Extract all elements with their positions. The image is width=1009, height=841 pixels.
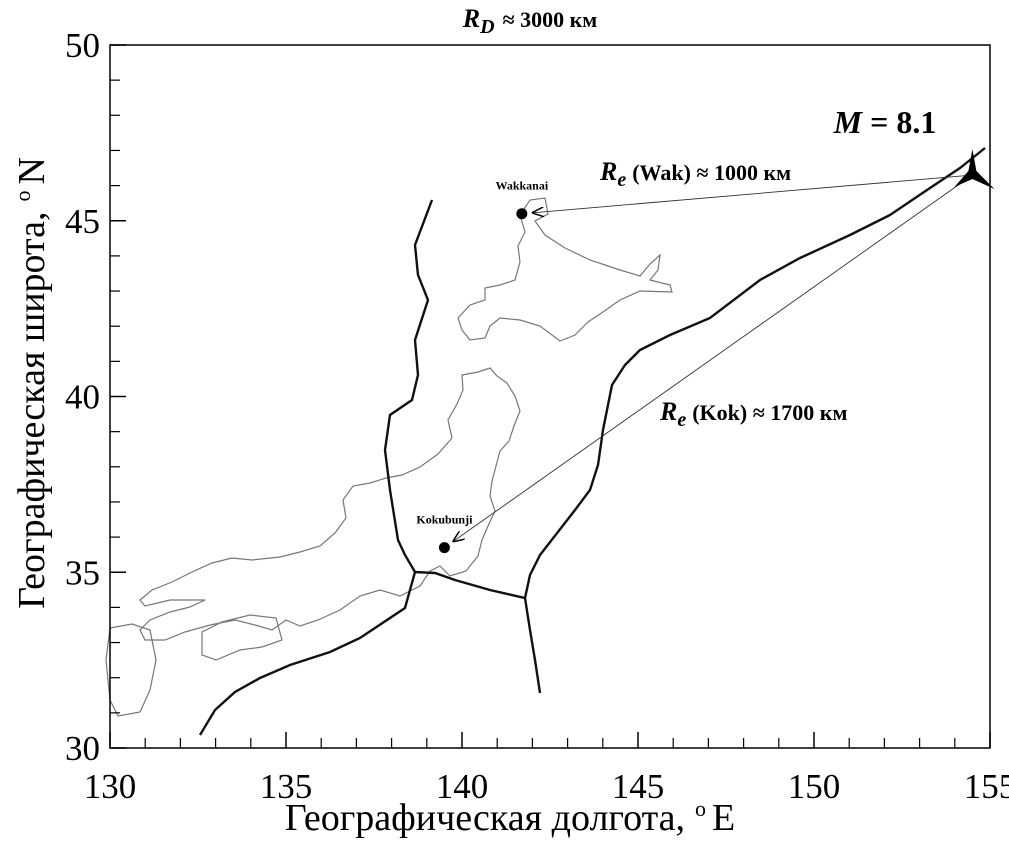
distance-label: Re (Kok) ≈ 1700 км: [659, 397, 847, 431]
honshu: [139, 367, 521, 641]
shikoku: [201, 614, 283, 661]
plate-boundaries: [198, 147, 986, 736]
y-axis-label-unit: N: [11, 157, 53, 184]
y-axis-label-degree: o: [10, 191, 35, 202]
x-axis-label-degree: o: [695, 796, 706, 821]
plot-frame: [109, 44, 991, 749]
chart-title: RD ≈ 3000 км: [462, 4, 598, 38]
kyushu: [105, 623, 157, 717]
epicenter: [954, 149, 995, 190]
y-tick-label: 35: [65, 553, 100, 592]
annotation-subscript: e: [677, 409, 686, 431]
x-tick-label: 150: [788, 767, 841, 806]
x-tick-label: 130: [84, 767, 137, 806]
y-tick-label: 40: [65, 378, 100, 417]
annotation-text: = 8.1: [870, 104, 936, 140]
annotation-text: (Wak) ≈ 1000 км: [632, 160, 791, 185]
station: [516, 208, 528, 220]
annotation-symbol: M: [833, 104, 864, 140]
y-tick-label: 30: [65, 729, 100, 768]
title-symbol: R: [462, 4, 480, 33]
y-tick-label: 50: [65, 26, 100, 65]
station: [438, 542, 450, 554]
x-tick-label: 140: [436, 767, 489, 806]
y-axis-label-text: Географическая широта,: [11, 212, 53, 609]
trench: [198, 147, 986, 736]
x-tick-label: 145: [612, 767, 665, 806]
annotation-symbol: R: [599, 157, 617, 186]
x-axis-label-unit: E: [712, 797, 735, 839]
x-axis-label-text: Географическая долгота,: [285, 797, 685, 839]
y-tick-label: 45: [65, 202, 100, 241]
hokkaido: [457, 197, 673, 342]
magnitude-label: M = 8.1: [833, 104, 937, 140]
title-text: ≈ 3000 км: [503, 7, 598, 32]
x-tick-label: 135: [260, 767, 313, 806]
title-subscript: D: [479, 16, 494, 38]
plate-boundary: [523, 597, 542, 694]
ray: [533, 174, 973, 213]
station-label: Kokubunji: [416, 513, 473, 527]
coastlines: [105, 197, 673, 717]
x-tick-label: 155: [964, 767, 1009, 806]
annotation-subscript: e: [617, 169, 626, 191]
ray: [453, 174, 973, 541]
y-axis-label: Географическая широта, oN: [10, 157, 53, 609]
distance-label: Re (Wak) ≈ 1000 км: [599, 157, 791, 191]
annotation-text: (Kok) ≈ 1700 км: [692, 400, 847, 425]
station-label: Wakkanai: [495, 179, 548, 193]
plate-boundary: [383, 199, 434, 573]
x-axis-label: Географическая долгота, o E: [285, 796, 735, 839]
annotation-symbol: R: [659, 397, 677, 426]
